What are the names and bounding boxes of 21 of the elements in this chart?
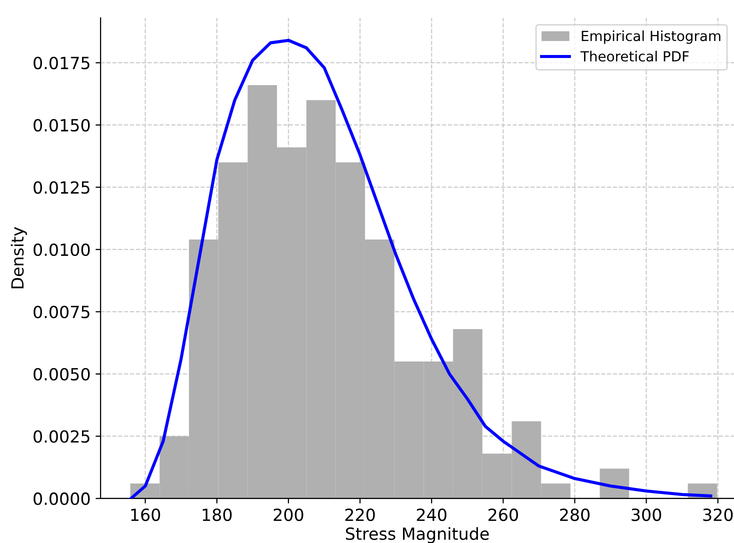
x-tick-label: 180: [202, 508, 232, 522]
x-tick-label: 160: [131, 508, 160, 522]
y-axis-title: Density: [10, 227, 27, 288]
legend-label: Theoretical PDF: [580, 50, 689, 62]
x-tick-label: 260: [488, 508, 518, 522]
x-tick-label: 220: [345, 508, 375, 522]
x-tick-label: 300: [632, 508, 662, 522]
x-tick-label: 200: [274, 508, 304, 522]
y-tick-label: 0.0025: [34, 430, 90, 443]
legend-label: Empirical Histogram: [582, 30, 720, 44]
x-tick-label: 280: [560, 508, 590, 522]
y-tick-label: 0.0175: [34, 56, 90, 70]
x-tick-label: 320: [703, 508, 733, 522]
x-axis-title: Stress Magnitude: [346, 527, 489, 543]
y-tick-label: 0.0050: [34, 368, 90, 381]
y-tick-label: 0.0000: [34, 492, 90, 506]
y-tick-label: 0.0150: [34, 118, 90, 132]
x-tick-label: 240: [416, 508, 446, 522]
y-tick-label: 0.0100: [34, 243, 90, 256]
y-tick-label: 0.0075: [34, 306, 90, 318]
y-tick-label: 0.0125: [34, 181, 90, 194]
